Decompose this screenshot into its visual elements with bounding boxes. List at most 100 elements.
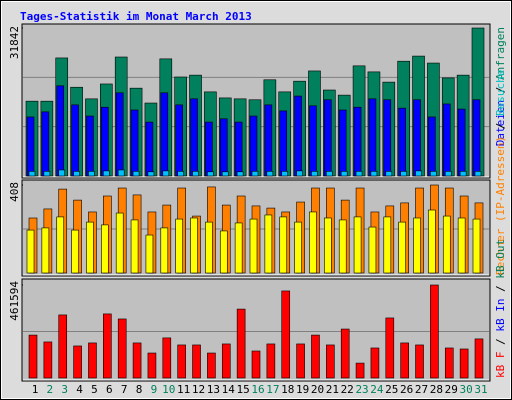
bar [130,109,139,177]
x-tick-label: 30 [460,383,473,396]
legend-separator: / [494,116,507,136]
bar [43,171,51,177]
bar [251,350,261,379]
bar [249,115,258,177]
x-tick-label: 9 [151,383,158,396]
bar [442,215,451,274]
x-tick-label: 21 [326,383,339,396]
bar [398,107,406,177]
bar [162,337,172,379]
bar [428,116,436,177]
bar [415,170,422,177]
bar [326,171,333,177]
bar [353,106,362,177]
bar [103,313,112,379]
bar [400,342,409,379]
bar [236,308,246,379]
bar [88,342,97,379]
bar [160,92,169,177]
bar [207,352,216,379]
bar [383,216,392,274]
bar [219,230,228,274]
y-max-label: 408 [8,182,21,202]
bar [368,98,377,177]
bar [41,227,50,274]
chart-title: Tages-Statistik im Monat March 2013 [20,10,252,23]
x-tick-label: 22 [341,383,354,396]
legend-separator: / [494,80,507,100]
legend: Dateien / Anfragen [494,27,507,146]
bar [400,171,407,177]
x-tick-label: 7 [121,383,128,396]
x-tick-label: 3 [61,383,68,396]
bar [385,317,395,379]
bar [264,104,273,177]
bar [444,171,452,177]
bar [430,171,437,177]
bar [326,344,335,379]
bar [398,221,406,274]
bar [117,169,125,177]
x-tick-label: 11 [177,383,190,396]
x-tick-label: 8 [136,383,143,396]
x-tick-label: 24 [370,383,384,396]
bar [311,171,318,177]
legend-entry: kB In [494,299,507,332]
bar [28,171,36,177]
bar [101,224,109,274]
bar [385,171,393,177]
bar [444,347,454,379]
bar [86,115,94,177]
bar [457,108,466,177]
x-tick-label: 27 [415,383,428,396]
x-tick-label: 13 [207,383,220,396]
x-tick-label: 31 [474,383,487,396]
x-tick-label: 2 [47,383,54,396]
bar [430,284,439,379]
x-tick-label: 15 [237,383,250,396]
bar [115,212,124,274]
bar [58,314,68,379]
x-tick-label: 20 [311,383,324,396]
bar [205,221,213,274]
x-tick-label: 5 [91,383,98,396]
bar [472,218,481,274]
bar [266,171,274,177]
bar [281,290,291,379]
x-tick-label: 12 [192,383,205,396]
x-tick-label: 19 [296,383,309,396]
bar [370,347,380,379]
bar [383,99,392,177]
bar [219,118,228,177]
bar [73,345,82,379]
bar [428,209,436,274]
bar [340,171,348,177]
x-tick-label: 18 [281,383,294,396]
x-tick-label: 14 [222,383,236,396]
bar [324,99,332,177]
bar [73,171,80,177]
bar [132,171,140,177]
bar [296,343,305,379]
x-tick-label: 17 [266,383,279,396]
legend: kB F / kB In / kB Out [494,239,507,378]
bar [147,352,157,379]
bar [294,221,302,274]
bar [56,216,65,274]
bar [117,318,127,379]
bar [459,348,469,379]
bar [192,171,199,177]
y-max-label: 461594 [8,281,21,321]
bar [71,104,79,177]
legend-separator: / [494,279,507,299]
bar [26,116,35,177]
bar [294,95,302,177]
legend-entry: kB F [494,352,507,379]
bar [234,121,243,177]
x-tick-label: 25 [385,383,398,396]
bar [130,219,139,274]
x-tick-label: 29 [445,383,458,396]
